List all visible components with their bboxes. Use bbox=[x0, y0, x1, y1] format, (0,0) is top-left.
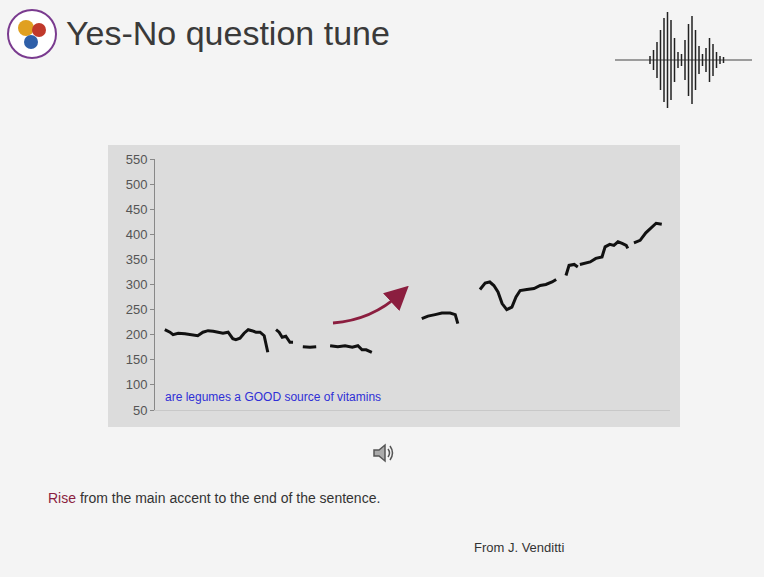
svg-text:550: 550 bbox=[126, 152, 148, 167]
svg-text:350: 350 bbox=[126, 252, 148, 267]
svg-text:300: 300 bbox=[126, 277, 148, 292]
html-text:From J. Venditti: From J. Venditti bbox=[474, 540, 565, 555]
html-text:Rise from the main accent to t: Rise from the main accent to the end of … bbox=[48, 490, 381, 506]
svg-text:50: 50 bbox=[133, 403, 147, 418]
svg-text:450: 450 bbox=[126, 202, 148, 217]
html-text:Yes-No question tune: Yes-No question tune bbox=[66, 14, 390, 52]
svg-text:150: 150 bbox=[126, 352, 148, 367]
svg-text:are legumes a GOOD source of v: are legumes a GOOD source of vitamins bbox=[165, 390, 381, 404]
svg-text:400: 400 bbox=[126, 227, 148, 242]
svg-text:100: 100 bbox=[126, 377, 148, 392]
svg-text:250: 250 bbox=[126, 302, 148, 317]
svg-text:200: 200 bbox=[126, 327, 148, 342]
svg-text:500: 500 bbox=[126, 177, 148, 192]
